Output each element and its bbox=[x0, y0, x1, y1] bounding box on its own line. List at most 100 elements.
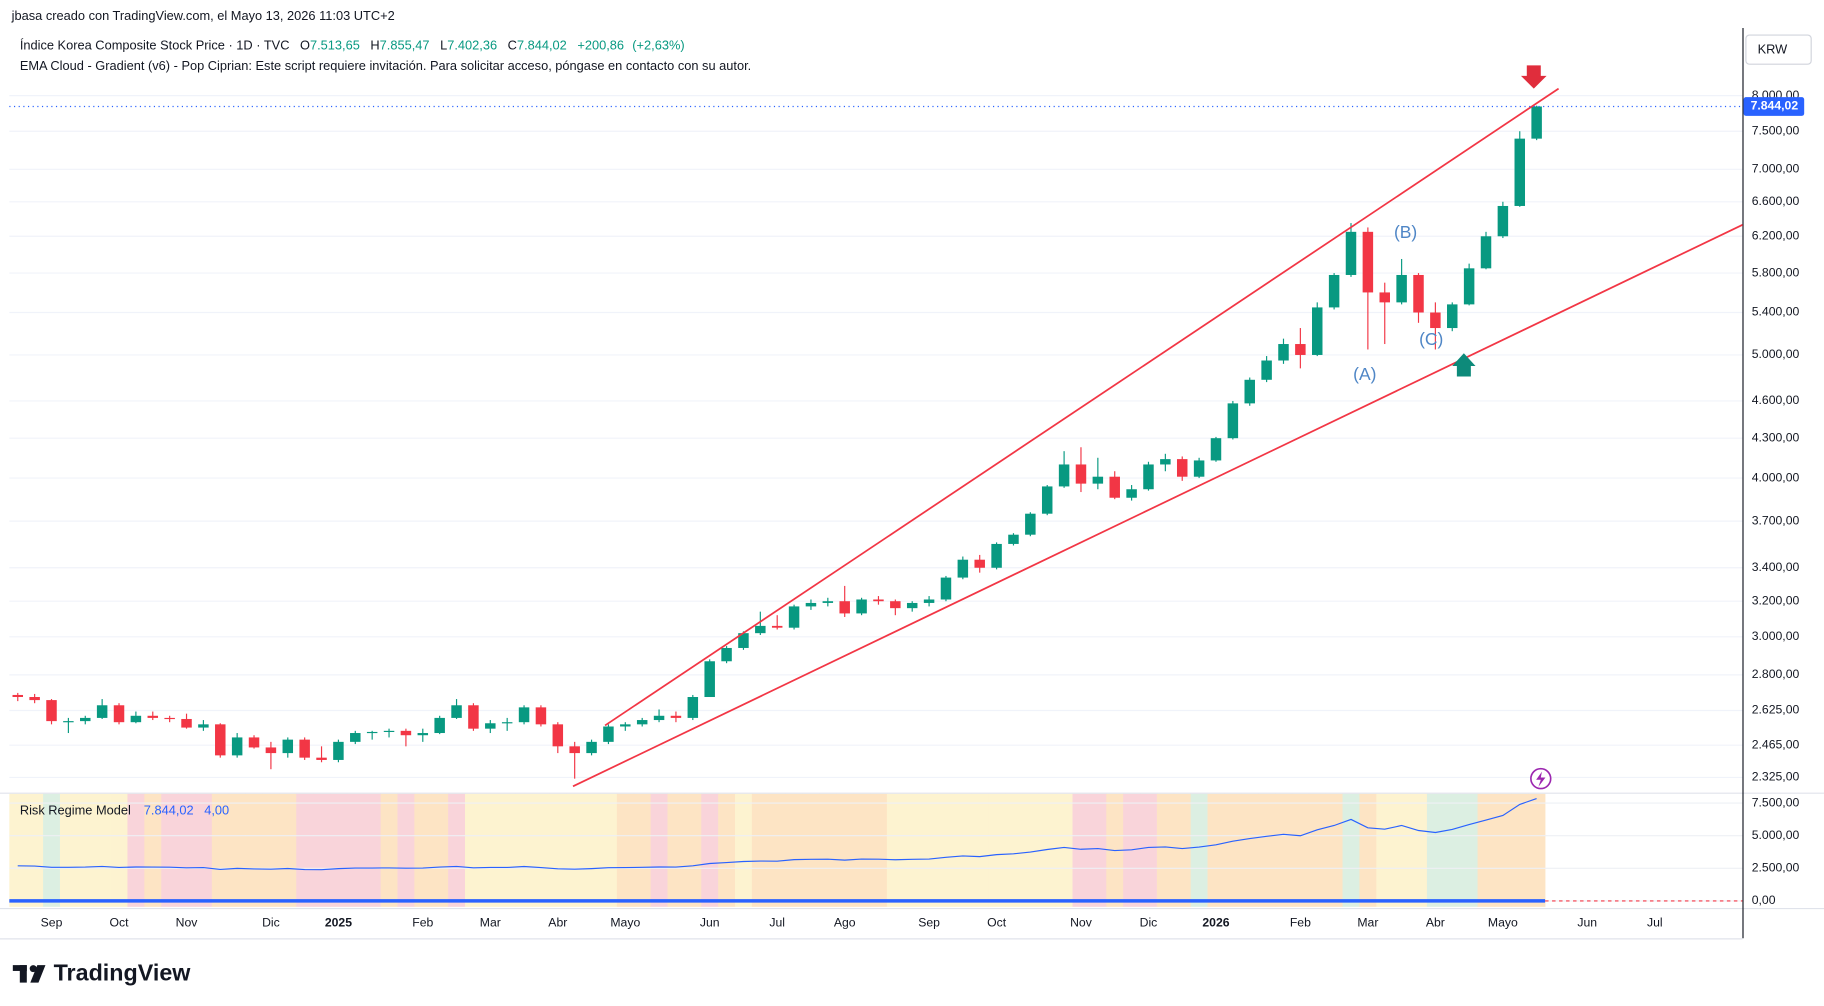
candle-body bbox=[890, 601, 901, 609]
candle-body bbox=[974, 559, 985, 568]
regime-band bbox=[127, 793, 145, 907]
regime-band bbox=[1190, 793, 1208, 907]
candle-body bbox=[215, 724, 226, 756]
candle-body bbox=[1514, 138, 1526, 206]
regime-band bbox=[194, 793, 213, 907]
candle-body bbox=[805, 602, 817, 607]
regime-band bbox=[903, 793, 921, 907]
regime-band bbox=[279, 793, 297, 907]
y-tick-label: 6.200,00 bbox=[1752, 229, 1800, 243]
wave-label: (C) bbox=[1419, 329, 1443, 349]
regime-band bbox=[1173, 793, 1192, 907]
y-tick-label: 5.800,00 bbox=[1752, 265, 1800, 279]
candle-body bbox=[1413, 274, 1424, 313]
brand-logo bbox=[12, 965, 46, 983]
ohlc-value: 7.513,65 bbox=[310, 38, 360, 53]
candle-body bbox=[1261, 360, 1272, 380]
candle-body bbox=[1311, 307, 1323, 355]
pane-value: 7.844,02 bbox=[144, 803, 194, 818]
candle-body bbox=[1531, 106, 1542, 139]
candle-body bbox=[1075, 464, 1087, 484]
candle-body bbox=[704, 661, 715, 698]
x-tick-label: Jul bbox=[1647, 915, 1663, 929]
ohlc-value: 7.855,47 bbox=[380, 38, 430, 53]
candle-body bbox=[1160, 459, 1171, 465]
regime-band bbox=[735, 793, 753, 907]
regime-band bbox=[1258, 793, 1276, 907]
ohlc-key: O bbox=[300, 38, 310, 53]
regime-band bbox=[1140, 793, 1158, 907]
regime-band bbox=[920, 793, 938, 907]
candle-body bbox=[350, 733, 361, 742]
x-tick-label: 2026 bbox=[1202, 915, 1229, 929]
candle-body bbox=[839, 601, 850, 614]
regime-band bbox=[397, 793, 415, 907]
candle-body bbox=[940, 577, 952, 600]
regime-band bbox=[599, 793, 618, 907]
regime-band bbox=[1325, 793, 1343, 907]
candle-body bbox=[1430, 312, 1441, 329]
candle-body bbox=[906, 602, 918, 609]
ohlc-key: H bbox=[370, 38, 379, 53]
regime-band bbox=[971, 793, 989, 907]
regime-band bbox=[819, 793, 837, 907]
candle-body bbox=[1447, 304, 1458, 329]
regime-band bbox=[1291, 793, 1310, 907]
regime-band bbox=[1528, 793, 1546, 907]
regime-band bbox=[1443, 793, 1462, 907]
y-tick-label: 5.000,00 bbox=[1752, 828, 1800, 842]
alert-bolt bbox=[1536, 771, 1546, 787]
currency-box[interactable] bbox=[1745, 34, 1812, 65]
last-price-box bbox=[1743, 97, 1805, 116]
regime-band bbox=[296, 793, 314, 907]
ohlc-value: 7.844,02 bbox=[517, 38, 567, 53]
change: +200,86 bbox=[577, 38, 624, 53]
candle-body bbox=[164, 717, 175, 720]
regime-band bbox=[431, 793, 449, 907]
candle-body bbox=[485, 723, 496, 729]
regime-band bbox=[1072, 793, 1090, 907]
candle-body bbox=[265, 747, 277, 754]
candle-body bbox=[147, 715, 159, 718]
candle-body bbox=[1193, 460, 1205, 477]
candle-body bbox=[451, 705, 462, 718]
x-tick-label: Feb bbox=[1290, 915, 1311, 929]
x-tick-label: Oct bbox=[987, 915, 1007, 929]
candle-body bbox=[586, 741, 597, 754]
regime-band bbox=[26, 793, 44, 907]
regime-band bbox=[1156, 793, 1175, 907]
y-tick-label: 6.600,00 bbox=[1752, 194, 1800, 208]
ohlc-value: 7.402,36 bbox=[447, 38, 497, 53]
regime-band bbox=[1021, 793, 1040, 907]
logo-part bbox=[19, 965, 27, 983]
regime-band bbox=[1376, 793, 1394, 907]
regime-band bbox=[262, 793, 280, 907]
regime-band bbox=[380, 793, 398, 907]
candle-body bbox=[333, 741, 344, 760]
candle-body bbox=[96, 705, 108, 718]
candle-body bbox=[1210, 438, 1222, 461]
x-tick-label: Jul bbox=[769, 915, 785, 929]
logo-part bbox=[29, 965, 37, 973]
indicator-note: EMA Cloud - Gradient (v6) - Pop Ciprian:… bbox=[20, 58, 751, 73]
x-tick-label: Mayo bbox=[1488, 915, 1518, 929]
regime-band bbox=[1038, 793, 1057, 907]
regime-band bbox=[161, 793, 179, 907]
y-tick-label: 5.400,00 bbox=[1752, 305, 1800, 319]
candle-body bbox=[771, 625, 783, 628]
regime-band bbox=[1359, 793, 1377, 907]
regime-band bbox=[228, 793, 246, 907]
candle-body bbox=[29, 697, 40, 701]
candle-body bbox=[63, 721, 74, 723]
candle-body bbox=[130, 715, 142, 723]
candle-body bbox=[721, 647, 732, 662]
ohlc-key: L bbox=[440, 38, 447, 53]
regime-band bbox=[988, 793, 1006, 907]
candle-body bbox=[1227, 403, 1239, 439]
regime-band bbox=[481, 793, 500, 907]
regime-band bbox=[1426, 793, 1445, 907]
candle-body bbox=[856, 599, 867, 614]
candle-body bbox=[755, 625, 766, 634]
candle-body bbox=[231, 737, 243, 756]
